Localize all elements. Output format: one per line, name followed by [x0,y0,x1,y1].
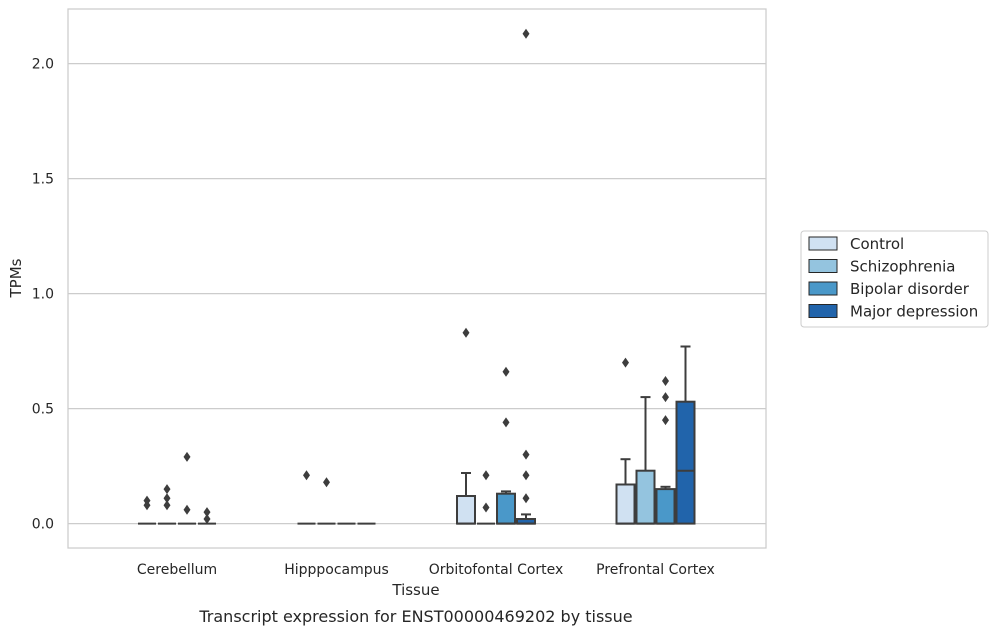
legend: Control Schizophrenia Bipolar disorder Majo… [800,230,989,328]
outlier-point [163,493,171,504]
outlier-point [502,366,510,377]
outlier-point [662,376,669,386]
box-body [456,495,476,525]
box-plots [138,345,696,525]
box-body [675,400,696,525]
box-body [635,469,656,525]
outlier-point [522,470,530,481]
outlier-point [522,28,530,39]
box-plot [615,458,636,525]
chart-caption: Transcript expression for ENST0000046920… [198,607,632,626]
box-body [655,488,676,525]
box-plot [675,345,696,525]
y-tick-label: 2.0 [32,57,54,73]
outlier-point [482,502,490,513]
legend-swatch [808,236,838,251]
outlier-point [462,327,470,338]
x-tick-label: Cerebellum [137,562,217,578]
outlier-point [662,392,669,403]
x-axis-label: Tissue [391,581,439,599]
legend-label: Schizophrenia [850,258,955,276]
outlier-point [502,417,510,428]
x-tick-label: Orbitofontal Cortex [429,562,564,578]
outlier-point [183,504,191,515]
box-plot [456,472,476,525]
outlier-point [522,493,530,504]
x-tick-label: Hipppocampus [284,562,389,578]
legend-swatch [808,259,838,273]
y-tick-label: 1.5 [32,172,54,188]
x-axis-ticks: Cerebellum Hipppocampus Orbitofontal Corte… [137,562,715,578]
outlier-point [323,477,330,488]
box-plot [655,485,676,525]
outlier-point [482,470,490,481]
y-axis-ticks: 0.0 0.5 1.0 1.5 2.0 [32,57,54,533]
outlier-point [622,357,629,368]
x-tick-label: Prefrontal Cortex [596,562,715,578]
legend-label: Bipolar disorder [850,280,970,298]
legend-frame [800,230,989,328]
legend-item: Control [808,235,904,253]
box-body [615,483,636,525]
box-plot [496,490,516,525]
grid-lines [68,62,766,525]
y-tick-label: 0.0 [32,517,54,533]
legend-label: Major depression [850,303,978,321]
box-body [496,492,516,525]
box-plot [516,513,536,525]
y-axis-label: TPMs [7,258,25,298]
legend-swatch [808,281,838,296]
legend-item: Schizophrenia [808,258,955,276]
outlier-point [183,451,191,462]
legend-swatch [808,304,838,318]
outlier-point [163,500,171,511]
outlier-point [522,449,530,460]
box-plot [635,396,656,525]
outlier-point [143,500,151,511]
legend-item: Major depression [808,303,978,321]
outlier-points [143,28,669,524]
y-tick-label: 1.0 [32,287,54,303]
outlier-point [303,470,310,481]
outlier-point [203,507,211,518]
legend-label: Control [850,235,904,253]
y-tick-label: 0.5 [32,402,54,418]
plot-area-frame [67,8,767,549]
outlier-point [203,514,211,524]
outlier-point [163,484,171,495]
outlier-point [662,415,669,426]
legend-item: Bipolar disorder [808,280,970,298]
